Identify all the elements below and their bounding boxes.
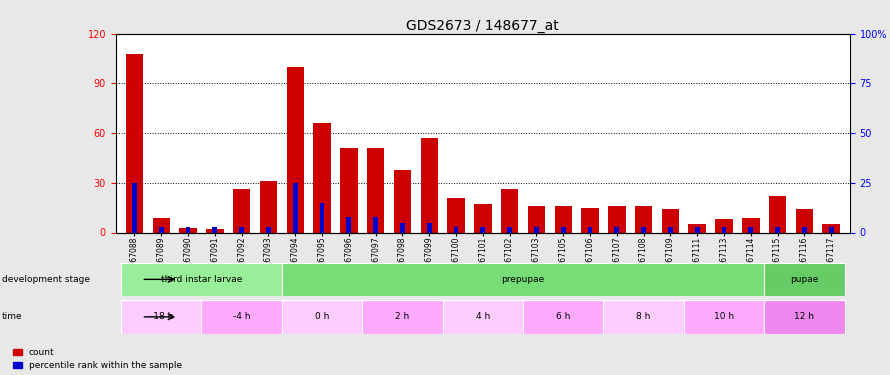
Bar [320,202,325,232]
Text: -4 h: -4 h [233,312,250,321]
Bar [454,226,458,232]
Text: prepupae: prepupae [501,275,545,284]
Bar [346,217,352,232]
Bar [742,217,759,232]
Bar [362,300,442,334]
Bar [722,226,726,232]
Text: third instar larvae: third instar larvae [161,275,242,284]
Bar [367,148,384,232]
Bar [481,226,485,232]
Bar [121,300,201,334]
Bar [233,189,250,232]
Bar [282,300,362,334]
Bar [442,300,523,334]
Text: 2 h: 2 h [395,312,409,321]
Bar [132,183,137,232]
Bar [340,148,358,232]
Bar [523,300,603,334]
Bar [603,300,684,334]
Bar [716,219,732,232]
Bar [695,226,700,232]
Bar [313,123,331,232]
Bar [152,217,170,232]
Text: 6 h: 6 h [556,312,570,321]
Bar [802,226,807,232]
Bar [239,226,244,232]
Bar [765,262,845,296]
Text: 12 h: 12 h [795,312,814,321]
Text: pupae: pupae [790,275,819,284]
Bar [641,226,646,232]
Bar [561,226,566,232]
Bar [608,206,626,232]
Bar [373,217,378,232]
Bar [393,170,411,232]
Bar [554,206,572,232]
Bar [186,226,190,232]
Bar [748,226,753,232]
Text: development stage: development stage [2,275,90,284]
Bar [121,262,282,296]
Text: time: time [2,312,22,321]
Bar [501,189,518,232]
Bar [661,209,679,232]
Bar [400,223,405,232]
Bar [581,208,599,232]
Bar [474,204,491,232]
Bar [201,300,282,334]
Bar [614,226,619,232]
Bar [684,300,765,334]
Text: 8 h: 8 h [636,312,651,321]
Bar [125,54,143,232]
Bar [260,181,277,232]
Bar [765,300,845,334]
Text: 10 h: 10 h [714,312,734,321]
Legend: count, percentile rank within the sample: count, percentile rank within the sample [13,348,182,370]
Bar [528,206,546,232]
Bar [635,206,652,232]
Bar [420,138,438,232]
Bar [287,67,304,232]
Bar [829,226,834,232]
Bar [266,226,271,232]
Bar [769,196,786,232]
Bar [448,198,465,232]
Bar [796,209,813,232]
Text: 0 h: 0 h [315,312,329,321]
Bar [282,262,765,296]
Text: -18 h: -18 h [150,312,173,321]
Bar [534,226,538,232]
Bar [775,226,780,232]
Bar [206,229,223,232]
Bar [668,226,673,232]
Bar [587,226,593,232]
Bar [293,183,297,232]
Bar [507,226,512,232]
Bar [689,224,706,232]
Bar [213,226,217,232]
Bar [180,228,197,232]
Bar [822,224,840,232]
Bar [427,223,432,232]
Text: 4 h: 4 h [475,312,490,321]
Bar [158,226,164,232]
Title: GDS2673 / 148677_at: GDS2673 / 148677_at [407,19,559,33]
